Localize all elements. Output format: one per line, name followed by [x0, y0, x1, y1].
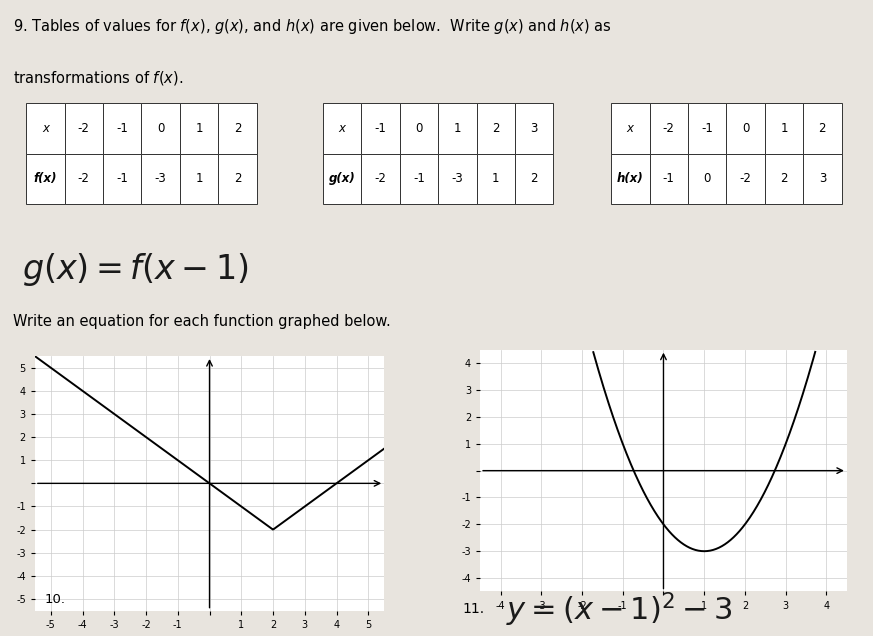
FancyBboxPatch shape	[141, 103, 180, 153]
Text: -2: -2	[375, 172, 387, 186]
Text: 2: 2	[492, 121, 499, 135]
FancyBboxPatch shape	[65, 153, 103, 204]
Text: -3: -3	[155, 172, 167, 186]
Text: x: x	[627, 121, 634, 135]
Text: transformations of $f(x)$.: transformations of $f(x)$.	[13, 69, 183, 87]
FancyBboxPatch shape	[765, 103, 803, 153]
FancyBboxPatch shape	[103, 153, 141, 204]
Text: h(x): h(x)	[617, 172, 643, 186]
Text: 0: 0	[742, 121, 749, 135]
FancyBboxPatch shape	[438, 103, 477, 153]
Text: 3: 3	[819, 172, 826, 186]
Text: 1: 1	[454, 121, 461, 135]
FancyBboxPatch shape	[361, 103, 400, 153]
FancyBboxPatch shape	[438, 153, 477, 204]
Text: -1: -1	[116, 121, 128, 135]
Text: 0: 0	[157, 121, 164, 135]
FancyBboxPatch shape	[218, 103, 257, 153]
FancyBboxPatch shape	[400, 103, 438, 153]
Text: 9. Tables of values for $f(x)$, $g(x)$, and $h(x)$ are given below.  Write $g(x): 9. Tables of values for $f(x)$, $g(x)$, …	[13, 17, 612, 36]
FancyBboxPatch shape	[650, 103, 688, 153]
Text: Write an equation for each function graphed below.: Write an equation for each function grap…	[13, 314, 391, 329]
Text: 1: 1	[196, 121, 203, 135]
FancyBboxPatch shape	[803, 103, 842, 153]
Text: -1: -1	[116, 172, 128, 186]
Text: 0: 0	[704, 172, 711, 186]
Text: -2: -2	[78, 172, 90, 186]
Text: -2: -2	[739, 172, 752, 186]
FancyBboxPatch shape	[726, 153, 765, 204]
Text: 2: 2	[234, 172, 241, 186]
FancyBboxPatch shape	[323, 153, 361, 204]
FancyBboxPatch shape	[26, 103, 65, 153]
Text: 10.: 10.	[45, 593, 65, 606]
Text: -2: -2	[78, 121, 90, 135]
Text: g(x): g(x)	[329, 172, 355, 186]
FancyBboxPatch shape	[361, 153, 400, 204]
Text: 1: 1	[492, 172, 499, 186]
Text: 2: 2	[780, 172, 787, 186]
Text: 0: 0	[416, 121, 423, 135]
Text: -1: -1	[375, 121, 387, 135]
FancyBboxPatch shape	[400, 153, 438, 204]
FancyBboxPatch shape	[611, 153, 650, 204]
Text: 2: 2	[531, 172, 538, 186]
FancyBboxPatch shape	[688, 103, 726, 153]
Text: 1: 1	[196, 172, 203, 186]
FancyBboxPatch shape	[477, 153, 515, 204]
FancyBboxPatch shape	[26, 153, 65, 204]
Text: 2: 2	[819, 121, 826, 135]
FancyBboxPatch shape	[515, 103, 553, 153]
Text: 1: 1	[780, 121, 787, 135]
FancyBboxPatch shape	[477, 103, 515, 153]
FancyBboxPatch shape	[323, 103, 361, 153]
FancyBboxPatch shape	[515, 153, 553, 204]
Text: $y = (x-1)^2 - 3$: $y = (x-1)^2 - 3$	[506, 591, 732, 630]
FancyBboxPatch shape	[611, 103, 650, 153]
FancyBboxPatch shape	[765, 153, 803, 204]
Text: 11.: 11.	[463, 602, 485, 616]
FancyBboxPatch shape	[218, 153, 257, 204]
FancyBboxPatch shape	[650, 153, 688, 204]
Text: -3: -3	[451, 172, 464, 186]
FancyBboxPatch shape	[803, 153, 842, 204]
FancyBboxPatch shape	[141, 153, 180, 204]
Text: 2: 2	[234, 121, 241, 135]
Text: -1: -1	[413, 172, 425, 186]
Text: f(x): f(x)	[34, 172, 57, 186]
Text: x: x	[339, 121, 346, 135]
FancyBboxPatch shape	[180, 103, 218, 153]
Text: -2: -2	[663, 121, 675, 135]
FancyBboxPatch shape	[688, 153, 726, 204]
FancyBboxPatch shape	[726, 103, 765, 153]
Text: -1: -1	[701, 121, 713, 135]
FancyBboxPatch shape	[103, 103, 141, 153]
Text: $g(x) = f(x-1)$: $g(x) = f(x-1)$	[22, 251, 249, 288]
Text: x: x	[42, 121, 49, 135]
FancyBboxPatch shape	[65, 103, 103, 153]
Text: -1: -1	[663, 172, 675, 186]
FancyBboxPatch shape	[180, 153, 218, 204]
Text: 3: 3	[531, 121, 538, 135]
